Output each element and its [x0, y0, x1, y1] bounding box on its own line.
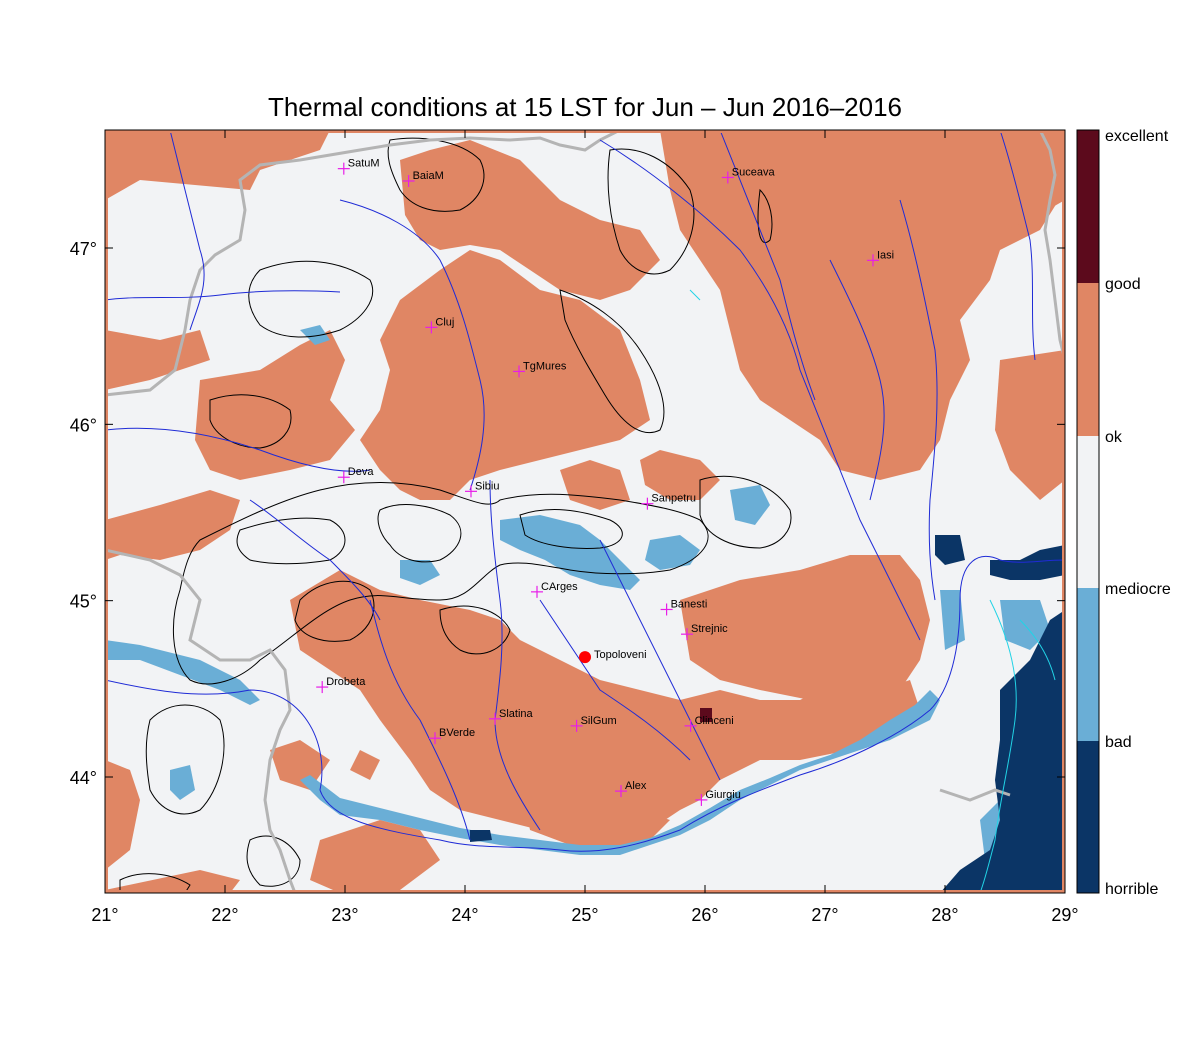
country-border	[105, 130, 1065, 397]
colorbar-label-excellent: excellent	[1105, 128, 1169, 145]
city-marker: Sanpetru	[641, 493, 696, 510]
city-label: Banesti	[671, 598, 708, 610]
colorbar-good-band	[1077, 283, 1099, 436]
colorbar-label-mediocre: mediocre	[1105, 581, 1171, 598]
city-label: SatuM	[348, 158, 380, 170]
colorbar-label-ok: ok	[1105, 429, 1123, 446]
highlight-station: Topoloveni	[579, 649, 647, 664]
colorbar-label-bad: bad	[1105, 734, 1132, 751]
colorbar-bad-band	[1077, 741, 1099, 893]
city-label: Deva	[348, 466, 375, 478]
city-marker: BaiaM	[402, 170, 444, 187]
colorbar-mediocre-band	[1077, 588, 1099, 741]
city-label: Sanpetru	[651, 493, 696, 505]
city-label: Slatina	[499, 708, 534, 720]
x-tick-label: 24°	[451, 905, 478, 925]
colorbar: excellent good ok mediocre bad horrible	[1076, 128, 1171, 898]
city-marker: Sibiu	[465, 480, 499, 498]
x-tick-label: 26°	[691, 905, 718, 925]
city-marker: SatuM	[337, 158, 380, 175]
city-label: Iasi	[877, 249, 894, 261]
city-markers: SatuM BaiaM Suceava Iasi Cluj TgMures Deva Sibi…	[316, 158, 894, 806]
city-label: TgMures	[523, 360, 567, 372]
colorbar-frame	[1076, 129, 1100, 894]
city-marker: SilGum	[570, 715, 617, 732]
city-marker: Alex	[615, 780, 647, 798]
city-marker: Banesti	[660, 598, 708, 616]
good-regions	[105, 130, 1065, 893]
x-tick-label: 22°	[211, 905, 238, 925]
city-label: BaiaM	[413, 170, 444, 182]
x-tick-label: 25°	[571, 905, 598, 925]
city-marker: Iasi	[867, 249, 894, 267]
danube-delta	[689, 289, 1056, 893]
y-tick-label: 47°	[70, 239, 97, 259]
city-marker: Slatina	[489, 708, 534, 725]
colorbar-ok-band	[1077, 436, 1099, 588]
colorbar-excellent-band	[1077, 130, 1099, 283]
red-dot-icon	[579, 651, 591, 664]
city-marker: Suceava	[721, 166, 776, 184]
x-ticks	[104, 130, 1066, 893]
colorbar-label-horrible: horrible	[1105, 881, 1158, 898]
city-marker: TgMures	[513, 360, 567, 378]
city-marker: Deva	[337, 466, 375, 484]
city-label: Giurgiu	[705, 789, 740, 801]
city-label: Clinceni	[695, 715, 734, 727]
x-axis-labels: 21° 22° 23° 24° 25° 26° 27° 28° 29°	[91, 905, 1078, 925]
y-tick-label: 44°	[70, 768, 97, 788]
mediocre-regions	[105, 325, 1050, 860]
y-axis-labels: 47° 46° 45° 44°	[70, 239, 97, 788]
x-tick-label: 27°	[811, 905, 838, 925]
city-label: SilGum	[581, 715, 617, 727]
y-tick-label: 46°	[70, 415, 97, 435]
y-tick-label: 45°	[70, 592, 97, 612]
x-tick-label: 28°	[931, 905, 958, 925]
elevation-contours	[119, 137, 792, 893]
city-marker: BVerde	[429, 727, 475, 745]
x-tick-label: 21°	[91, 905, 118, 925]
city-marker: Clinceni	[684, 715, 734, 732]
city-label: Cluj	[435, 316, 454, 328]
city-marker: Cluj	[425, 316, 454, 334]
colorbar-label-good: good	[1105, 276, 1141, 293]
map-area	[105, 130, 1065, 893]
city-label: Sibiu	[475, 480, 499, 492]
rivers	[105, 130, 1065, 852]
city-label: BVerde	[439, 727, 475, 739]
excellent-spot	[700, 708, 712, 722]
city-label: Suceava	[732, 166, 776, 178]
city-marker: Strejnic	[681, 623, 728, 641]
city-marker: Giurgiu	[695, 789, 741, 806]
x-tick-label: 29°	[1051, 905, 1078, 925]
city-label: Drobeta	[326, 676, 366, 688]
city-marker: Drobeta	[316, 676, 366, 694]
x-tick-label: 23°	[331, 905, 358, 925]
highlight-station-label: Topoloveni	[594, 649, 647, 661]
city-label: Alex	[625, 780, 647, 792]
chart-title: Thermal conditions at 15 LST for Jun – J…	[267, 92, 903, 122]
y-ticks	[105, 247, 1065, 778]
city-label: CArges	[541, 581, 578, 593]
city-marker: CArges	[531, 581, 578, 598]
city-label: Strejnic	[691, 623, 728, 635]
